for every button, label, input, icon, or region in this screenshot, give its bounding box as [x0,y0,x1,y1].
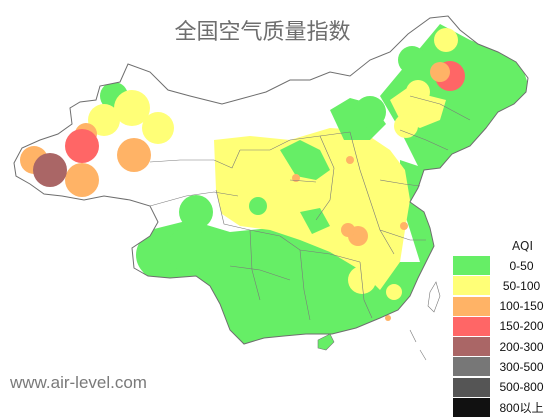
hainan-island [317,333,335,351]
bubble-hongkong [385,315,391,321]
legend-item: 800以上 [453,398,553,418]
map-title: 全国空气质量指数 [174,20,351,45]
legend-swatch [453,256,490,275]
legend-item: 0-50 [453,256,553,275]
legend-label: 200-300 [499,339,544,354]
legend-label: 800以上 [499,401,544,416]
legend-label: 0-50 [509,258,534,273]
bubble-xinjiang-yellow-3 [88,104,120,136]
china-aqi-map [13,15,529,361]
legend-item: 100-150 [453,296,553,316]
region-central-yellow [214,128,410,290]
legend-swatch [453,296,490,316]
bubble-tibet-green-3 [166,228,210,272]
bubble-central-green-small [249,197,267,215]
bubble-xinjiang-yellow-2 [142,112,174,144]
legend-label: 300-500 [499,359,544,374]
bubble-central-orange-5 [400,222,408,230]
region-central-green-1 [280,140,330,180]
bubble-ne-yellow-2 [394,114,418,138]
region-central-green-3 [300,208,330,234]
legend-label: 500-800 [499,380,544,395]
legend-item: 50-100 [453,276,553,296]
bubble-xinjiang-darkred [33,153,67,187]
bubble-tibet-green-2 [179,195,213,229]
legend-swatch [453,398,490,418]
legend-rows: 0-50 50-100 100-150 150-200 200-300 300-500 50… [453,256,553,418]
bubble-ne-green-1 [398,46,426,74]
legend-item: 200-300 [453,337,553,357]
legend-item: 500-800 [453,377,553,397]
legend-item: 300-500 [453,357,553,377]
taiwan-island [427,281,441,313]
bubble-qinghai-yellow [222,189,254,221]
bubble-heilongjiang-orange [430,62,450,82]
bubble-xinjiang-orange-2 [65,163,99,197]
legend-swatch [453,276,490,296]
province-borders [149,95,471,321]
legend-swatch [453,357,490,377]
legend-swatch [453,337,490,357]
south-sea-islands [409,329,427,361]
bubble-ne-yellow-1 [406,80,430,104]
bubble-ne-yellow-3 [434,28,458,52]
bubble-inner-mongolia-green [354,96,386,128]
legend-title: AQI [512,239,533,253]
bubble-central-orange-4 [346,156,354,164]
legend-label: 50-100 [502,278,541,293]
watermark-url: www.air-level.com [10,373,147,392]
legend-label: 100-150 [499,299,544,314]
bubble-central-orange-3 [292,174,300,182]
bubble-central-orange-2 [341,223,355,237]
legend-swatch [453,316,490,336]
bubble-xinjiang-red [65,129,99,163]
bubble-xinjiang-yellow-1 [114,90,150,126]
legend-label: 150-200 [499,319,544,334]
legend-swatch [453,377,490,397]
aqi-legend: AQI 0-50 50-100 100-150 150-200 200-300 300-5… [453,236,553,418]
legend-item: 150-200 [453,316,553,336]
bubble-xinjiang-orange-1 [117,138,151,172]
bubble-coast-yellow [386,284,402,300]
